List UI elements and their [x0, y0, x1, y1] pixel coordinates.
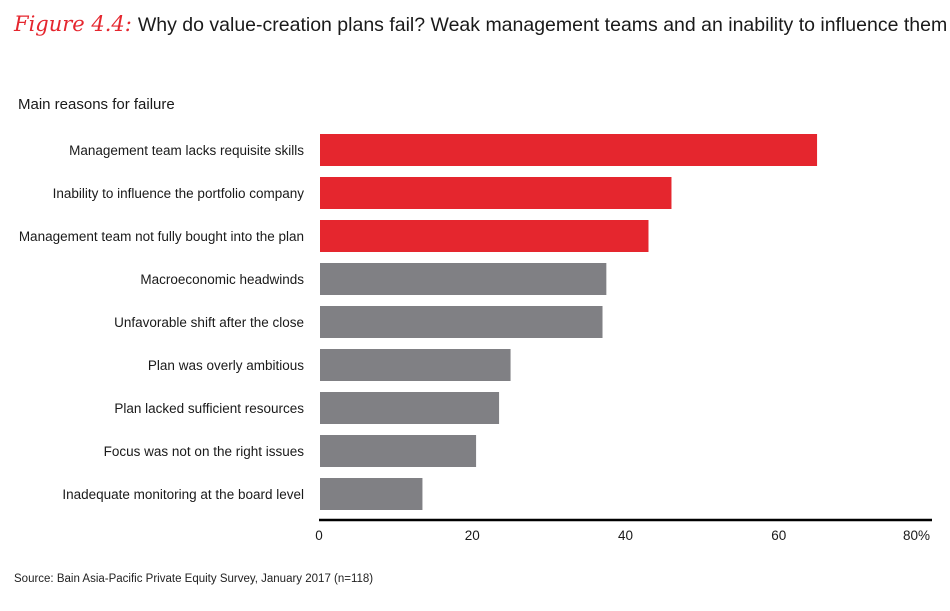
category-label: Focus was not on the right issues [104, 444, 305, 459]
category-label: Macroeconomic headwinds [140, 272, 304, 287]
category-label: Inadequate monitoring at the board level [62, 487, 304, 502]
category-label: Plan was overly ambitious [148, 358, 304, 373]
category-label: Management team not fully bought into th… [19, 229, 304, 244]
x-tick-label: 20 [465, 528, 480, 543]
x-tick-label: 40 [618, 528, 633, 543]
bar [320, 435, 477, 467]
x-tick-label: 60 [771, 528, 786, 543]
x-tick-label: 80% [903, 528, 930, 543]
bar [320, 177, 672, 209]
bar [320, 306, 603, 338]
bar [320, 134, 818, 166]
bar [320, 263, 607, 295]
source-note: Source: Bain Asia-Pacific Private Equity… [14, 573, 374, 585]
category-label: Inability to influence the portfolio com… [53, 186, 305, 201]
bar [320, 349, 511, 381]
bar [320, 478, 423, 510]
figure-label: Figure 4.4: [14, 12, 132, 36]
bar [320, 392, 500, 424]
category-label: Unfavorable shift after the close [114, 315, 304, 330]
chart-subtitle: Main reasons for failure [18, 96, 175, 113]
figure-title: Figure 4.4: Why do value-creation plans f… [14, 12, 947, 37]
category-label: Management team lacks requisite skills [69, 143, 304, 158]
category-label: Plan lacked sufficient resources [114, 401, 304, 416]
figure-title-text: Why do value-creation plans fail? Weak m… [137, 14, 948, 36]
x-tick-label: 0 [315, 528, 323, 543]
bar [320, 220, 649, 252]
